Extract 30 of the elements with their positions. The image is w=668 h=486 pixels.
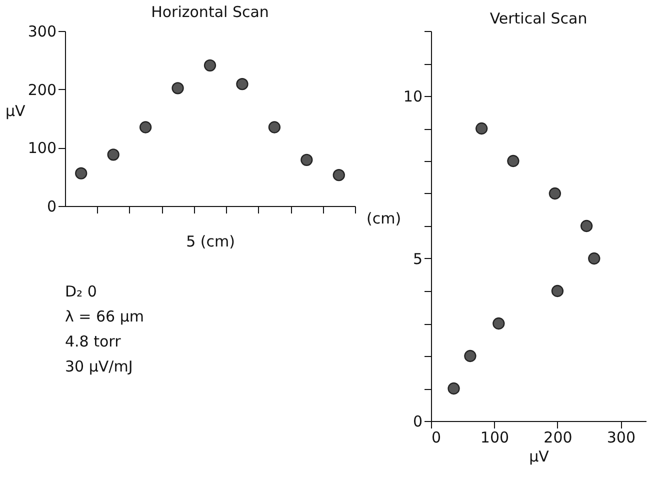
y-tick-label: 100	[28, 139, 56, 158]
chart-title: Vertical Scan	[490, 10, 588, 28]
x-axis-title: 5 (cm)	[186, 232, 235, 250]
y-axis-title: (cm)	[366, 210, 402, 228]
point	[268, 121, 281, 134]
text: λ = 66 µm	[65, 308, 144, 326]
y-tick-label: 0	[46, 198, 56, 216]
text: D₂ 0	[65, 282, 97, 300]
y-tick-label: 300	[28, 22, 56, 40]
point	[300, 154, 313, 166]
x-axis-title: µV	[529, 448, 550, 466]
y-tick-label: 10	[403, 88, 422, 106]
point	[236, 78, 248, 90]
y-tick-label: 0	[412, 412, 422, 430]
point	[75, 167, 88, 180]
text: 30 µV/mJ	[65, 358, 133, 376]
point	[139, 121, 152, 134]
x-tick-label: 0	[432, 428, 442, 446]
text: 4.8 torr	[65, 332, 122, 350]
point	[172, 82, 184, 94]
y-tick-label: 200	[28, 80, 56, 99]
y-tick-label: 5	[412, 250, 422, 268]
point	[332, 169, 345, 182]
point	[107, 148, 120, 161]
x-tick-label: 200	[544, 428, 572, 446]
x-tick-label: 100	[480, 428, 510, 446]
x-tick-label: 300	[606, 428, 636, 446]
point	[204, 59, 216, 72]
y-axis-title: µV	[6, 102, 26, 120]
chart-title: Horizontal Scan	[151, 3, 269, 21]
